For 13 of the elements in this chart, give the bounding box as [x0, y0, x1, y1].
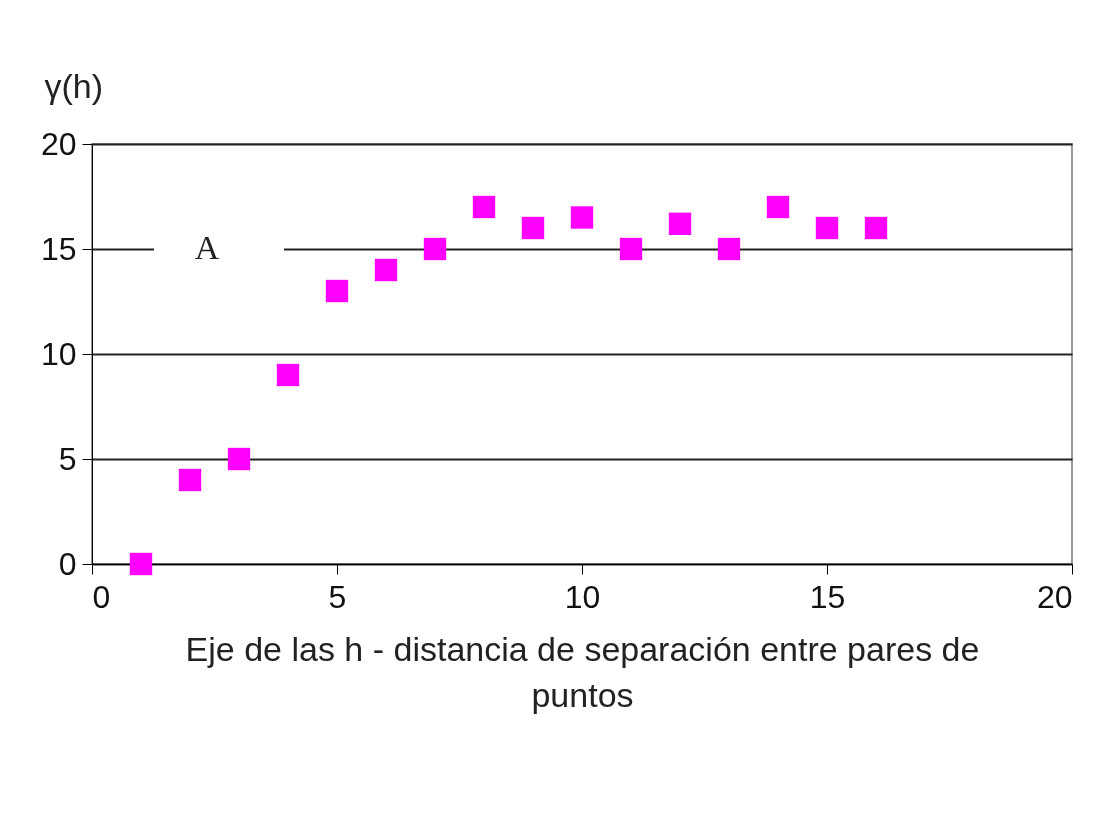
- x-tick-label: 20: [1036, 578, 1073, 615]
- x-tick-label: 0: [92, 578, 111, 615]
- x-tick-label: 15: [809, 578, 846, 615]
- x-tick-label: 5: [328, 578, 347, 615]
- y-axis-title: γ(h): [44, 66, 104, 105]
- y-tick-label: 0: [58, 545, 77, 582]
- y-tick-label: 20: [40, 125, 77, 162]
- y-tick-label: 10: [40, 335, 77, 372]
- annotation: A: [194, 229, 220, 266]
- x-tick-label: 10: [564, 578, 601, 615]
- y-tick-label: 5: [58, 440, 77, 477]
- y-tick-label: 15: [40, 230, 77, 267]
- x-axis-title: Eje de las h - distancia de separación entre pares de puntos: [185, 629, 980, 714]
